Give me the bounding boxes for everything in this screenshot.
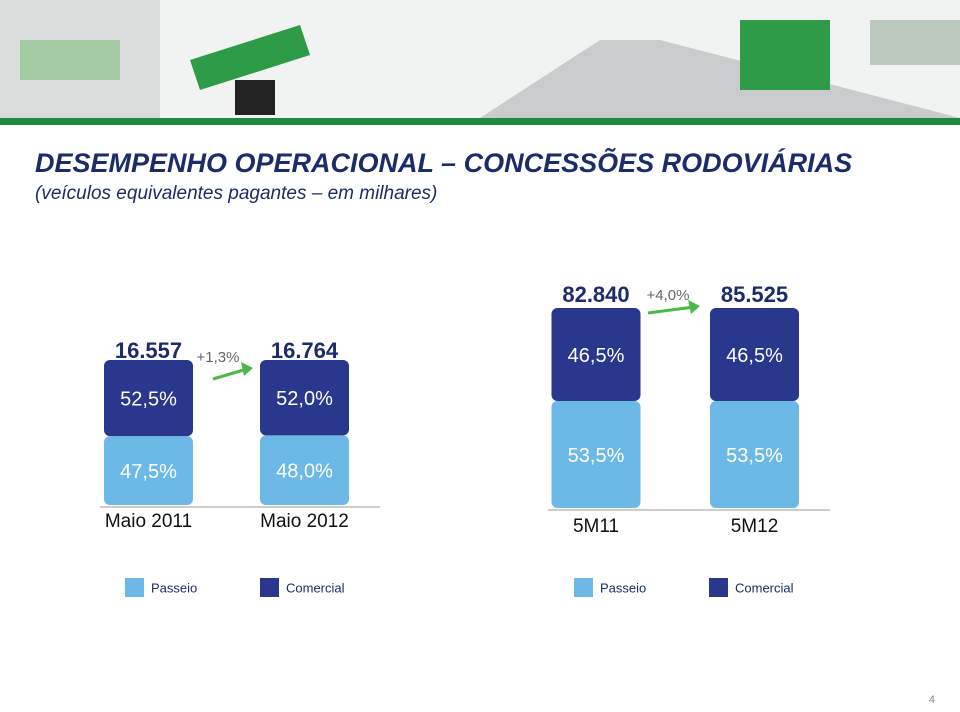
legend-label: Passeio [151,580,197,595]
change-arrowhead [688,300,700,314]
subtitle: (veículos equivalentes pagantes – em mil… [35,183,437,204]
title: DESEMPENHO OPERACIONAL – CONCESSÕES RODO… [35,147,852,178]
segment-label: 47,5% [120,461,177,483]
bar-segment [710,401,799,508]
total-label: 82.840 [562,282,629,307]
segment-label: 52,5% [120,388,177,410]
legend-swatch [260,578,279,597]
legend-swatch [574,578,593,597]
segment-label: 46,5% [726,345,783,367]
header-illustration [0,0,960,125]
legend-label: Comercial [735,580,794,595]
total-label: 16.764 [271,338,339,363]
segment-label: 53,5% [568,445,625,467]
segment-label: 52,0% [276,388,333,410]
change-arrow [647,305,695,315]
legend-swatch [709,578,728,597]
category-label: 5M12 [731,516,779,537]
bar-segment [551,401,641,508]
legend-label: Comercial [286,580,345,595]
category-label: Maio 2011 [105,511,192,532]
change-label: +1,3% [197,349,240,366]
change-arrowhead [241,362,253,376]
category-label: 5M11 [573,516,619,537]
segment-label: 46,5% [568,345,625,367]
segment-label: 48,0% [276,460,333,482]
total-label: 16.557 [115,338,182,363]
legend-swatch [125,578,144,597]
bar-segment [260,360,349,436]
bar-segment [710,308,799,401]
bar-segment [260,435,349,505]
legend-label: Passeio [600,580,646,595]
bar-segment [551,308,641,401]
total-label: 85.525 [721,282,788,307]
page-number: 4 [929,694,935,706]
change-label: +4,0% [647,287,690,304]
category-label: Maio 2012 [260,511,349,532]
change-arrow [212,367,248,381]
bar-segment [104,436,193,505]
segment-label: 53,5% [726,445,783,467]
bar-segment [104,360,193,437]
